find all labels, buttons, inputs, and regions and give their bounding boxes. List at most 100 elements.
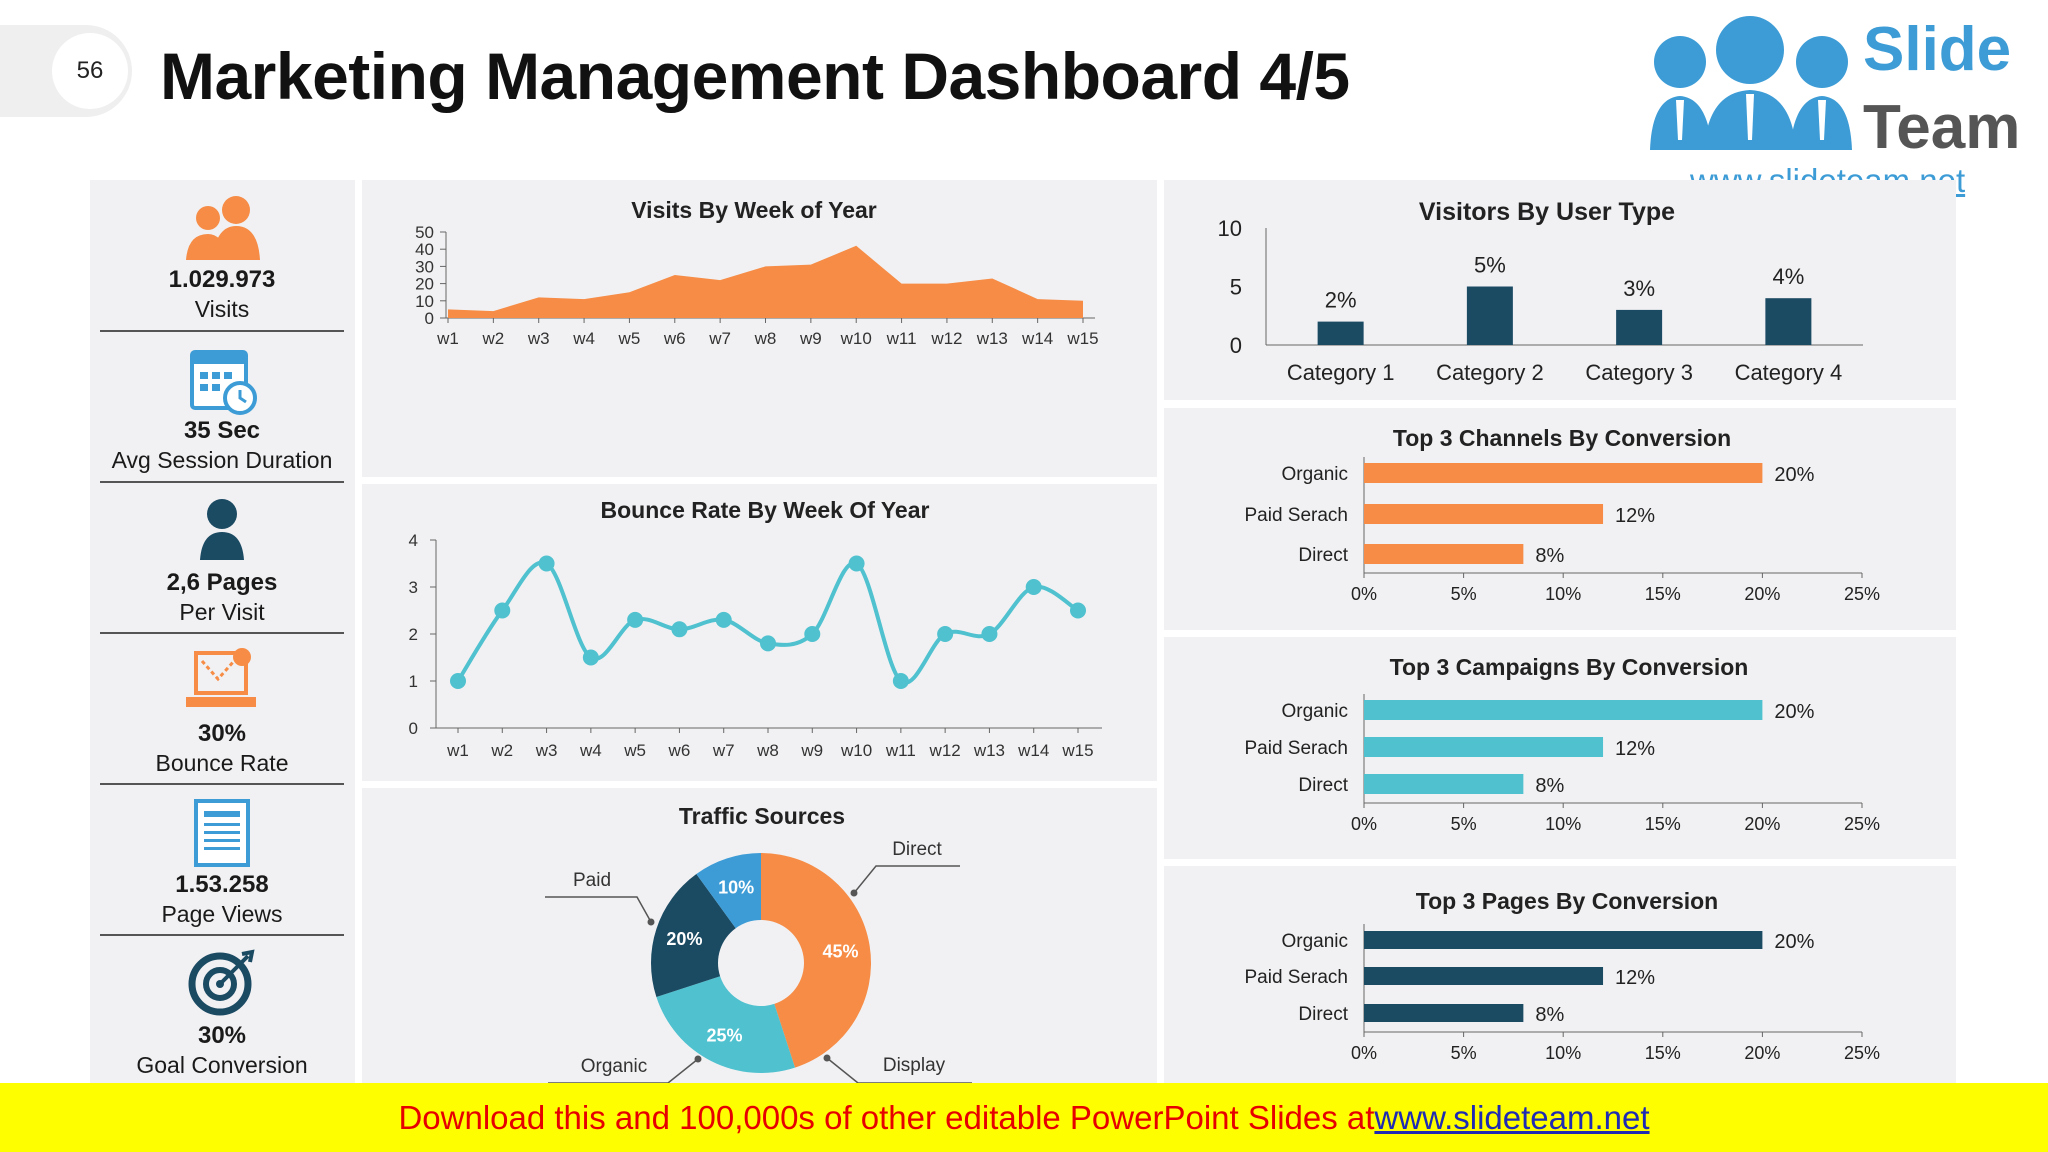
kpi-label: Page Views	[161, 901, 283, 927]
bounce-point	[1025, 579, 1042, 595]
x-tick-label: w10	[840, 329, 872, 348]
x-tick-label: Category 4	[1735, 360, 1843, 385]
x-tick-label: w1	[436, 329, 459, 348]
category-label: Paid Serach	[1244, 738, 1348, 759]
x-tick-label: w3	[535, 741, 558, 760]
x-tick-label: w13	[976, 329, 1008, 348]
data-label: 4%	[1772, 264, 1804, 289]
x-tick-label: w14	[1021, 329, 1053, 348]
donut-slice-label: 45%	[822, 941, 858, 961]
bounce-point	[981, 626, 998, 642]
y-tick-label: 0	[409, 719, 418, 738]
callout-label: Display	[883, 1055, 946, 1076]
y-tick-label: 4	[409, 531, 418, 550]
callout-label: Direct	[892, 839, 942, 860]
kpi-label: Goal Conversion	[136, 1052, 308, 1078]
kpi-page-views: 1.53.258 Page Views	[100, 871, 344, 928]
download-banner[interactable]: Download this and 100,000s of other edit…	[0, 1083, 2048, 1152]
bounce-point	[848, 555, 865, 572]
kpi-value: 1.029.973	[168, 266, 276, 293]
logo-slide-text: Slide	[1863, 15, 2012, 84]
bounce-point	[671, 621, 688, 638]
donut-slice-label: 10%	[718, 877, 754, 897]
y-tick-label: 10	[1218, 216, 1242, 241]
x-tick-label: 10%	[1545, 584, 1581, 604]
y-tick-label: 50	[415, 223, 434, 242]
chart-title: Visits By Week of Year	[631, 197, 877, 223]
banner-link[interactable]: www.slideteam.net	[1374, 1098, 1650, 1136]
bar	[1364, 737, 1604, 757]
category-label: Paid Serach	[1244, 505, 1348, 526]
x-tick-label: w13	[973, 741, 1005, 760]
chart-title: Visitors By User Type	[1419, 198, 1675, 226]
callout-dot	[823, 1054, 831, 1062]
x-tick-label: 25%	[1844, 584, 1880, 604]
kpi-session-duration: 35 Sec Avg Session Duration	[100, 417, 344, 474]
bounce-point	[538, 555, 555, 572]
category-label: Direct	[1298, 775, 1348, 796]
data-label: 8%	[1535, 545, 1564, 567]
y-tick-label: 3	[409, 578, 418, 597]
laptop-bounce-icon	[186, 648, 256, 707]
callout-dot	[647, 918, 655, 926]
donut-slice-label: 25%	[706, 1026, 742, 1046]
visitors-chart-panel	[1164, 180, 1956, 400]
y-tick-label: 2	[409, 625, 418, 644]
visits-area-series	[448, 245, 1083, 318]
chart-title: Bounce Rate By Week Of Year	[601, 497, 930, 523]
data-label: 20%	[1774, 701, 1814, 723]
column-bar	[1765, 298, 1812, 345]
calendar-clock-icon	[190, 350, 257, 415]
bar	[1364, 774, 1524, 794]
x-tick-label: w2	[490, 741, 513, 760]
kpi-value: 1.53.258	[175, 871, 269, 898]
data-label: 3%	[1623, 276, 1655, 301]
x-tick-label: w4	[579, 741, 602, 760]
x-tick-label: 25%	[1844, 814, 1880, 834]
y-tick-label: 10	[415, 292, 434, 311]
y-tick-label: 40	[415, 240, 434, 259]
x-tick-label: 10%	[1545, 814, 1581, 834]
x-tick-label: w3	[527, 329, 550, 348]
kpi-value: 30%	[197, 720, 247, 747]
data-label: 20%	[1774, 931, 1814, 953]
donut-slice-direct	[761, 853, 871, 1068]
callout-dot	[850, 889, 858, 897]
x-tick-label: 20%	[1744, 814, 1780, 834]
bounce-point	[715, 611, 732, 628]
x-tick-label: w5	[623, 741, 646, 760]
callout-line	[826, 1057, 972, 1083]
data-label: 20%	[1774, 464, 1814, 486]
bounce-point	[804, 626, 821, 642]
bounce-point	[892, 673, 909, 689]
target-icon	[188, 949, 255, 1016]
slideteam-logo[interactable]: Slide Team www.slideteam.net	[1638, 0, 2038, 200]
category-label: Organic	[1281, 464, 1348, 485]
kpi-label: Avg Session Duration	[111, 447, 333, 473]
bounce-point	[582, 649, 599, 666]
bounce-point	[450, 673, 466, 689]
pages-bar-chart: Top 3 Pages By Conversion 0% 5% 10% 15% 20% 2…	[1244, 888, 1880, 1063]
x-tick-label: 0%	[1351, 1043, 1377, 1063]
kpi-value: 2,6 Pages	[166, 569, 278, 596]
kpi-label: Per Visit	[179, 599, 265, 625]
x-tick-label: w7	[712, 741, 735, 760]
kpi-value: 30%	[197, 1022, 247, 1049]
x-tick-label: Category 3	[1585, 360, 1693, 385]
chart-title: Top 3 Channels By Conversion	[1393, 425, 1731, 451]
category-label: Direct	[1298, 545, 1348, 566]
visits-area-chart: Visits By Week of Year w1 w2 w3 w4 w5 w6 w7 w8 w…	[415, 197, 1099, 348]
x-tick-label: w12	[929, 741, 961, 760]
banner-text: Download this and 100,000s of other edit…	[398, 1098, 1375, 1136]
x-tick-label: w12	[930, 329, 962, 348]
kpi-divider	[100, 934, 344, 936]
callout-line	[548, 1058, 699, 1083]
x-tick-label: w7	[708, 329, 731, 348]
y-tick-label: 0	[1230, 333, 1242, 358]
data-label: 12%	[1615, 967, 1655, 989]
donut-slice-organic	[651, 874, 736, 997]
x-tick-label: 25%	[1844, 1043, 1880, 1063]
category-label: Organic	[1281, 701, 1348, 722]
bar	[1364, 700, 1763, 720]
y-tick-label: 5	[1230, 275, 1242, 300]
